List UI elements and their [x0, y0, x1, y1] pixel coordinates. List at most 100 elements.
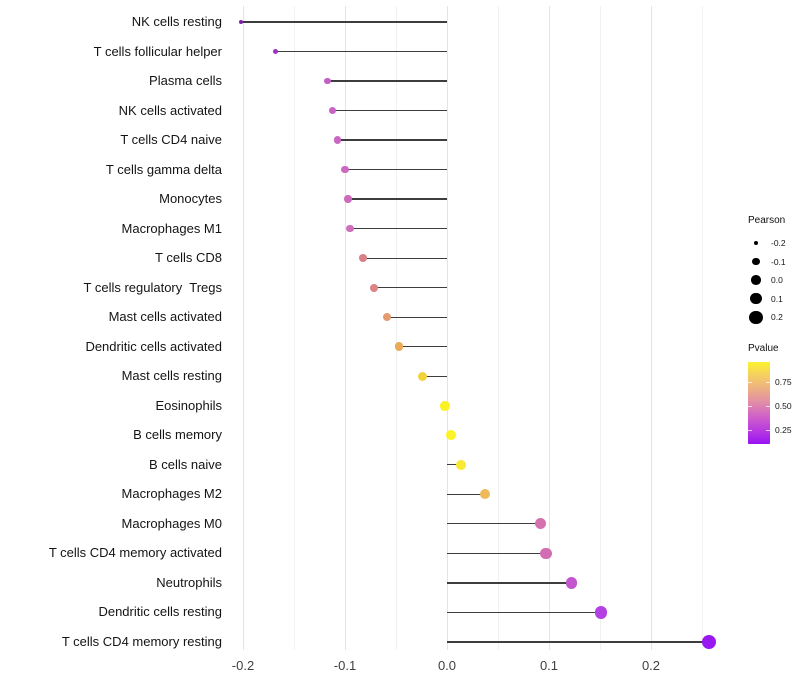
colorbar-tick-label: 0.75: [775, 377, 792, 387]
gridline-minor: [702, 6, 703, 650]
lollipop-stem: [337, 139, 447, 141]
gridline-major: [651, 6, 652, 650]
size-legend-entry: 0.2: [748, 308, 786, 327]
y-axis-label: Neutrophils: [156, 574, 222, 590]
lollipop-stem: [348, 198, 447, 200]
y-axis-label: T cells CD4 memory activated: [48, 545, 222, 561]
lollipop-stem: [447, 523, 541, 525]
lollipop-stem: [447, 641, 710, 643]
lollipop-stem: [275, 50, 447, 53]
lollipop-dot: [456, 459, 467, 470]
size-legend-dot: [748, 293, 764, 305]
colorbar-tick-mark: [766, 406, 770, 407]
lollipop-dot: [344, 195, 352, 203]
lollipop-stem: [373, 287, 447, 289]
lollipop-stem: [447, 582, 572, 584]
lollipop-stem: [350, 227, 447, 230]
lollipop-dot: [418, 371, 428, 381]
y-axis-label: Monocytes: [159, 191, 222, 207]
lollipop-dot: [535, 518, 547, 530]
lollipop-stem: [240, 21, 447, 23]
colorbar-tick-label: 0.25: [775, 425, 792, 435]
y-axis-label: B cells memory: [133, 427, 222, 443]
size-legend-entry: 0.0: [748, 271, 786, 290]
colorbar-tick-mark: [748, 406, 752, 407]
y-axis-label: T cells CD4 naive: [120, 132, 222, 148]
y-axis-label: Plasma cells: [149, 73, 222, 89]
lollipop-dot: [446, 430, 456, 441]
lollipop-stem: [332, 109, 447, 112]
size-legend-dot: [748, 310, 764, 324]
lollipop-dot: [329, 107, 337, 115]
gridline-major: [345, 6, 346, 650]
lollipop-dot: [440, 400, 450, 411]
colorbar-tick-mark: [748, 430, 752, 431]
lollipop-dot: [239, 20, 243, 24]
x-axis-tick-label: 0.2: [641, 658, 661, 673]
size-legend-label: -0.2: [771, 238, 786, 249]
gridline-minor: [396, 6, 397, 650]
size-legend-entry: -0.2: [748, 234, 786, 253]
lollipop-dot: [359, 254, 368, 263]
lollipop-stem: [447, 493, 485, 495]
size-legend-label: 0.1: [771, 293, 783, 304]
lollipop-dot: [346, 224, 354, 233]
lollipop-stem: [363, 257, 447, 259]
lollipop-dot: [540, 547, 552, 559]
lollipop-dot: [382, 313, 391, 322]
pearson-legend-entries: -0.2 -0.1 0.0 0.1 0.2: [748, 234, 786, 327]
y-axis-label: Eosinophils: [155, 397, 223, 413]
y-axis-label: T cells CD8: [155, 250, 222, 266]
y-axis-label: T cells gamma delta: [105, 161, 222, 177]
size-legend-dot: [748, 275, 764, 286]
size-legend-label: 0.0: [771, 275, 783, 286]
black-dot-icon: [754, 241, 758, 246]
lollipop-stem: [447, 611, 602, 614]
pvalue-legend-title: Pvalue: [748, 343, 779, 354]
x-axis-tick-label: 0.0: [437, 658, 457, 673]
size-legend-entry: 0.1: [748, 290, 786, 309]
colorbar-tick-mark: [766, 430, 770, 431]
lollipop-dot: [565, 577, 578, 589]
y-axis-label: Macrophages M2: [121, 486, 222, 502]
gridline-major: [447, 6, 448, 650]
pvalue-colorbar: [748, 362, 770, 444]
colorbar-tick-label: 0.50: [775, 401, 792, 411]
lollipop-dot: [701, 634, 717, 650]
pvalue-colorbar-wrap: 0.75 0.50 0.25: [748, 362, 792, 444]
black-dot-icon: [749, 310, 763, 324]
lollipop-stem: [327, 80, 447, 82]
y-axis-label: Dendritic cells activated: [85, 338, 222, 354]
y-axis-label: Mast cells resting: [121, 368, 222, 384]
size-legend-dot: [748, 258, 764, 266]
y-axis-label: NK cells resting: [131, 14, 222, 29]
gridline-minor: [498, 6, 499, 650]
colorbar-tick-mark: [748, 382, 752, 383]
black-dot-icon: [750, 293, 762, 305]
lollipop-dot: [334, 136, 342, 144]
pearson-size-legend: Pearson -0.2 -0.1 0.0 0.1 0.2: [748, 215, 786, 327]
pearson-legend-title: Pearson: [748, 215, 786, 226]
pvalue-color-legend: Pvalue 0.75 0.50 0.25: [748, 343, 792, 444]
lollipop-stem: [422, 375, 447, 377]
y-axis-label: Macrophages M0: [121, 515, 222, 531]
y-axis-label: NK cells activated: [118, 102, 222, 118]
lollipop-dot: [324, 77, 332, 85]
lollipop-dot: [479, 489, 490, 500]
y-axis-label: T cells regulatory Tregs: [83, 279, 222, 295]
lollipop-stem: [386, 316, 447, 318]
x-axis-tick-label: -0.1: [333, 658, 357, 673]
black-dot-icon: [752, 258, 760, 266]
size-legend-label: 0.2: [771, 312, 783, 323]
black-dot-icon: [751, 275, 761, 286]
lollipop-stem: [447, 552, 546, 554]
lollipop-stem: [345, 168, 447, 171]
y-axis-label: Dendritic cells resting: [98, 604, 222, 620]
size-legend-label: -0.1: [771, 256, 786, 267]
x-axis-tick-label: -0.2: [231, 658, 255, 673]
gridline-minor: [294, 6, 295, 650]
colorbar-tick-mark: [766, 382, 770, 383]
y-axis-label: Mast cells activated: [108, 309, 222, 325]
lollipop-dot: [394, 342, 404, 351]
lollipop-stem: [399, 346, 447, 348]
